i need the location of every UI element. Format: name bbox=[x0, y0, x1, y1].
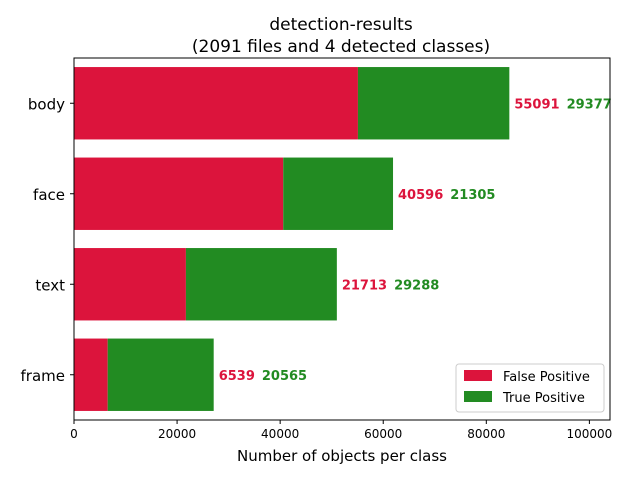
legend-box bbox=[455, 363, 605, 413]
bar-false-positive-face bbox=[74, 157, 284, 230]
value-label-true-positive-frame: 20565 bbox=[262, 369, 307, 384]
bar-true-positive-text bbox=[185, 248, 337, 321]
y-tick-label-body: body bbox=[28, 95, 65, 113]
y-axis: body face text frame bbox=[21, 95, 74, 385]
bar-false-positive-text bbox=[74, 248, 186, 321]
legend-label-true-positive: True Positive bbox=[502, 391, 585, 406]
value-label-false-positive-face: 40596 bbox=[398, 188, 443, 203]
value-label-false-positive-frame: 6539 bbox=[219, 369, 255, 384]
x-tick-label: 0 bbox=[70, 427, 78, 441]
y-tick-label-text: text bbox=[35, 276, 65, 294]
bar-true-positive-face bbox=[283, 157, 394, 230]
x-axis-label: Number of objects per class bbox=[237, 447, 447, 465]
x-tick-label: 20000 bbox=[158, 427, 196, 441]
value-label-false-positive-text: 21713 bbox=[342, 278, 387, 293]
value-labels-face: 40596 21305 bbox=[398, 188, 495, 203]
value-labels-frame: 6539 20565 bbox=[219, 369, 307, 384]
x-tick-label: 100000 bbox=[566, 427, 612, 441]
value-labels-body: 55091 29377 bbox=[514, 97, 611, 112]
bar-true-positive-frame bbox=[107, 338, 214, 411]
value-label-false-positive-body: 55091 bbox=[514, 97, 559, 112]
bar-false-positive-body bbox=[74, 67, 358, 140]
x-tick-label: 40000 bbox=[261, 427, 299, 441]
plot-area: 55091 29377 40596 21305 21713 29288 6539 20565 bbox=[74, 67, 612, 411]
y-tick-label-face: face bbox=[33, 186, 65, 204]
x-tick-label: 80000 bbox=[467, 427, 505, 441]
legend-swatch-false-positive bbox=[464, 370, 492, 381]
y-tick-label-frame: frame bbox=[21, 367, 65, 385]
bar-false-positive-frame bbox=[74, 338, 108, 411]
chart-subtitle: (2091 files and 4 detected classes) bbox=[192, 37, 490, 57]
value-label-true-positive-body: 29377 bbox=[567, 97, 612, 112]
plot-frame bbox=[73, 57, 611, 421]
value-label-true-positive-text: 29288 bbox=[394, 278, 439, 293]
x-tick-label: 60000 bbox=[364, 427, 402, 441]
x-axis: 0 20000 40000 60000 80000 100000 bbox=[70, 420, 612, 441]
bar-true-positive-body bbox=[357, 67, 510, 140]
legend-swatch-true-positive bbox=[464, 391, 492, 402]
value-label-true-positive-face: 21305 bbox=[450, 188, 495, 203]
chart-title: detection-results bbox=[269, 15, 413, 35]
value-labels-text: 21713 29288 bbox=[342, 278, 439, 293]
legend: False Positive True Positive bbox=[455, 363, 605, 413]
legend-label-false-positive: False Positive bbox=[503, 370, 590, 385]
